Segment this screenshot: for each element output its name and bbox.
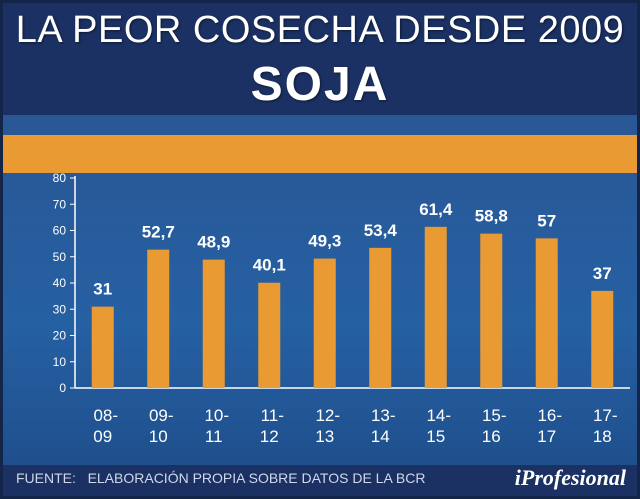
bar: [424, 226, 447, 388]
bar-value-label: 52,7: [142, 223, 175, 242]
x-tick-label: 18: [593, 427, 612, 446]
bar-value-label: 40,1: [253, 256, 286, 275]
x-tick-label: 10-: [204, 406, 229, 425]
footer: [3, 465, 637, 496]
header: LA PEOR COSECHA DESDE 2009 SOJA: [3, 3, 637, 115]
source-label: FUENTE:: [16, 470, 76, 486]
bar-value-label: 61,4: [419, 200, 453, 219]
iprofesional-logo: iProfesional: [514, 465, 626, 490]
y-tick-label: 20: [53, 329, 67, 343]
x-tick-label: 11-: [261, 406, 284, 425]
x-tick-label: 13-: [371, 406, 396, 425]
y-tick-label: 80: [53, 171, 67, 185]
bar: [535, 238, 558, 388]
bar: [91, 306, 114, 388]
y-tick-label: 30: [53, 302, 67, 316]
y-tick-label: 50: [53, 250, 67, 264]
x-tick-label: 12-: [315, 406, 340, 425]
y-tick-label: 70: [53, 197, 67, 211]
x-tick-label: 13: [315, 427, 334, 446]
x-tick-label: 09-: [149, 406, 174, 425]
y-tick-label: 40: [53, 276, 67, 290]
source-text: ELABORACIÓN PROPIA SOBRE DATOS DE LA BCR: [87, 470, 426, 486]
x-tick-label: 11: [205, 427, 223, 446]
y-tick-label: 60: [53, 224, 67, 238]
bar: [147, 249, 170, 388]
x-tick-label: 15: [426, 427, 445, 446]
bar-value-label: 53,4: [364, 221, 398, 240]
bar: [480, 233, 503, 388]
x-tick-label: 16-: [537, 406, 562, 425]
x-tick-label: 08-: [93, 406, 118, 425]
x-tick-label: 12: [260, 427, 279, 446]
bar: [591, 290, 614, 388]
bar: [313, 258, 336, 388]
bar-value-label: 49,3: [308, 232, 341, 251]
x-tick-label: 14: [371, 427, 390, 446]
bar: [202, 259, 225, 388]
x-tick-label: 15-: [482, 406, 507, 425]
x-tick-label: 17: [537, 427, 556, 446]
bar-value-label: 31: [93, 280, 112, 299]
x-tick-label: 14-: [426, 406, 451, 425]
x-tick-label: 10: [149, 427, 168, 446]
y-tick-label: 0: [59, 381, 66, 395]
bar: [369, 247, 392, 388]
bar-value-label: 58,8: [475, 207, 508, 226]
bar-value-label: 37: [593, 264, 612, 283]
orange-band: [3, 135, 637, 173]
bar-value-label: 57: [537, 211, 556, 230]
x-tick-label: 17-: [593, 406, 618, 425]
y-tick-label: 10: [53, 355, 67, 369]
bar: [258, 282, 281, 388]
source-note: FUENTE: ELABORACIÓN PROPIA SOBRE DATOS D…: [16, 470, 425, 486]
x-tick-label: 16: [482, 427, 501, 446]
x-tick-label: 09: [93, 427, 112, 446]
chart-subtitle: SOJA: [250, 58, 390, 111]
bar-value-label: 48,9: [197, 233, 230, 252]
chart-title: LA PEOR COSECHA DESDE 2009: [15, 9, 625, 51]
